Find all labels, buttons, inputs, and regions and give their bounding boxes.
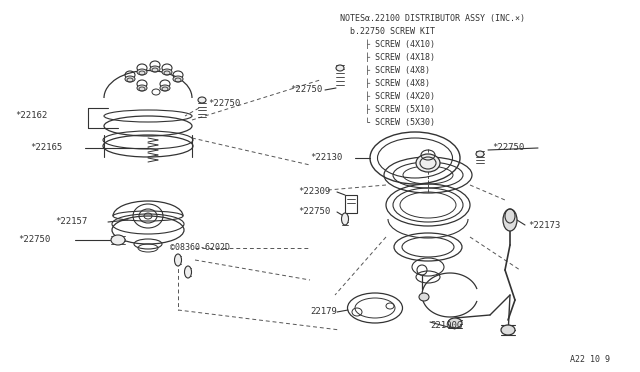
Text: ├ SCREW (4X18): ├ SCREW (4X18) — [340, 52, 435, 62]
Text: *22750: *22750 — [208, 99, 240, 108]
Text: *22165: *22165 — [30, 144, 62, 153]
Text: ├ SCREW (4X8): ├ SCREW (4X8) — [340, 65, 430, 75]
Text: ©08360-6202D: ©08360-6202D — [170, 244, 230, 253]
Ellipse shape — [175, 254, 182, 266]
Ellipse shape — [173, 76, 183, 82]
Ellipse shape — [419, 293, 429, 301]
Text: NOTESα.22100 DISTRIBUTOR ASSY (INC.×): NOTESα.22100 DISTRIBUTOR ASSY (INC.×) — [340, 13, 525, 22]
Text: *22750: *22750 — [18, 235, 51, 244]
Ellipse shape — [342, 213, 349, 225]
Ellipse shape — [503, 209, 517, 231]
Text: *22162: *22162 — [15, 110, 47, 119]
Text: *22750: *22750 — [290, 86, 323, 94]
Text: ├ SCREW (4X20): ├ SCREW (4X20) — [340, 91, 435, 101]
Text: *22157: *22157 — [55, 218, 87, 227]
Ellipse shape — [198, 97, 206, 103]
Ellipse shape — [476, 151, 484, 157]
Ellipse shape — [160, 85, 170, 91]
Text: b.22750 SCREW KIT: b.22750 SCREW KIT — [340, 26, 435, 35]
Ellipse shape — [416, 154, 440, 172]
Text: 22179: 22179 — [310, 308, 337, 317]
Ellipse shape — [501, 325, 515, 335]
Text: *22750: *22750 — [492, 144, 524, 153]
Text: *22750: *22750 — [298, 208, 330, 217]
Ellipse shape — [150, 66, 160, 72]
Text: ├ SCREW (5X10): ├ SCREW (5X10) — [340, 104, 435, 114]
Text: A22 10 9: A22 10 9 — [570, 356, 610, 365]
Ellipse shape — [137, 85, 147, 91]
Ellipse shape — [448, 318, 462, 328]
Text: ├ SCREW (4X10): ├ SCREW (4X10) — [340, 39, 435, 49]
Bar — [345, 195, 357, 213]
Text: *22309: *22309 — [298, 187, 330, 196]
Ellipse shape — [125, 76, 135, 82]
Ellipse shape — [336, 65, 344, 71]
Text: *22130: *22130 — [310, 154, 342, 163]
Ellipse shape — [162, 69, 172, 75]
Ellipse shape — [137, 69, 147, 75]
Text: *22173: *22173 — [528, 221, 560, 230]
Text: 22100G: 22100G — [430, 321, 462, 330]
Text: ├ SCREW (4X8): ├ SCREW (4X8) — [340, 78, 430, 88]
Ellipse shape — [184, 266, 191, 278]
Text: └ SCREW (5X30): └ SCREW (5X30) — [340, 118, 435, 126]
Ellipse shape — [111, 235, 125, 245]
